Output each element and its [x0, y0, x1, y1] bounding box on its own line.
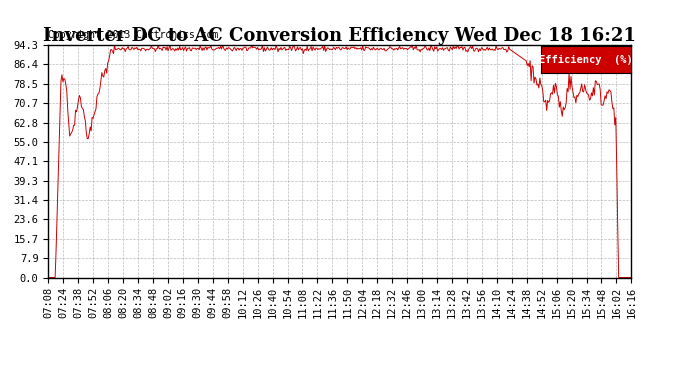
Title: Inverter DC to AC Conversion Efficiency Wed Dec 18 16:21: Inverter DC to AC Conversion Efficiency …	[43, 27, 636, 45]
Text: Copyright 2013 Cartronics.com: Copyright 2013 Cartronics.com	[48, 30, 219, 40]
